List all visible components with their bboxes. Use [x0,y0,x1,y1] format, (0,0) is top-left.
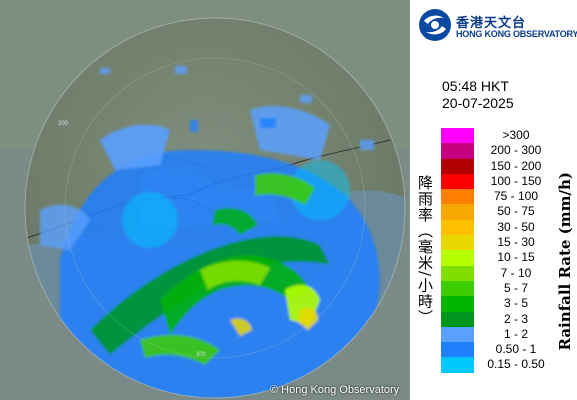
range-ring-label: 300 [196,352,207,358]
legend-label: >300 [502,128,530,142]
radar-image: 200 300 [0,0,410,400]
legend-label: 50 - 75 [497,204,535,219]
radar-map: 200 300 © Hong Kong Observatory [0,0,410,400]
legend-swatch [441,326,474,343]
legend-label: 30 - 50 [497,219,535,234]
legend-label: 3 - 5 [503,296,528,311]
legend-swatch [441,219,474,236]
legend-swatch [441,128,474,144]
legend-label: 2 - 3 [503,311,528,326]
range-ring-label: 200 [58,121,69,127]
logo-chinese-name: 香港天文台 [456,16,527,31]
legend-swatch [441,173,474,190]
legend-label: 0.15 - 0.50 [487,357,545,372]
legend-label: 1 - 2 [503,326,528,341]
legend-swatch [441,250,474,266]
legend-labels: >300 200 - 300 150 - 200 100 - 150 75 - 100 5… [476,128,556,373]
copyright-text: © Hong Kong Observatory [270,384,400,396]
radar-time: 05:48 HKT [442,78,509,94]
legend-color-scale [441,128,474,373]
legend-swatch [441,296,474,312]
legend-swatch [441,143,474,159]
legend-label: 200 - 300 [490,143,542,158]
legend-swatch [441,280,474,297]
hko-logo: 香港天文台 HONG KONG OBSERVATORY [418,8,577,42]
legend-swatch [441,357,474,373]
legend-swatch [441,311,474,327]
legend-label: 75 - 100 [493,189,539,204]
logo-english-name: HONG KONG OBSERVATORY [456,29,577,39]
legend-swatch [441,265,474,281]
legend-label: 5 - 7 [503,280,528,295]
legend-panel: 香港天文台 HONG KONG OBSERVATORY 05:48 HKT 20… [410,0,577,400]
radar-date: 20-07-2025 [442,95,514,111]
legend-label: 100 - 150 [490,173,542,188]
legend-label: 10 - 15 [497,250,535,265]
legend-swatch [441,189,474,205]
legend-label: 0.50 - 1 [495,342,537,357]
legend-label: 150 - 200 [490,158,542,173]
legend-label: 7 - 10 [500,265,532,280]
hko-logo-icon [419,9,451,41]
legend-swatch [441,158,474,174]
legend-label: 15 - 30 [497,235,535,250]
legend-title-chinese: 降雨率（毫米/小時） [416,175,434,326]
legend-swatch [441,204,474,220]
legend-title-english: Rainfall Rate (mm/h) [556,172,574,351]
legend-swatch [441,235,474,251]
legend-swatch [441,342,474,358]
